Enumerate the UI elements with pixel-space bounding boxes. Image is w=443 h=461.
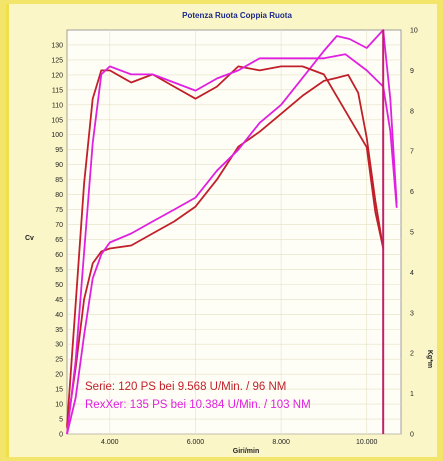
y-tick-label-left: 75	[55, 207, 63, 214]
y-tick-label-left: 130	[51, 42, 63, 49]
y-tick-label-left: 60	[55, 252, 63, 259]
x-tick-label: 6.000	[187, 439, 205, 446]
x-axis-label: Giri/min	[233, 448, 259, 455]
y-tick-label-right: 8	[410, 108, 414, 115]
x-tick-label: 4.000	[101, 439, 119, 446]
legend-rexxer: RexXer: 135 PS bei 10.384 U/Min. / 103 N…	[85, 399, 311, 411]
y-axis-label-right: Kg*m	[426, 350, 433, 368]
y-tick-label-left: 105	[51, 117, 63, 124]
y-tick-label-right: 9	[410, 68, 414, 75]
y-tick-label-right: 10	[410, 28, 418, 35]
x-tick-label: 10.000	[356, 439, 378, 446]
y-tick-label-left: 115	[52, 87, 63, 94]
series-line-1	[66, 29, 398, 435]
y-tick-label-left: 0	[59, 432, 63, 439]
y-tick-label-left: 50	[55, 282, 63, 289]
series-line-2	[66, 65, 385, 426]
y-tick-label-right: 1	[410, 391, 414, 398]
y-tick-label-right: 2	[410, 351, 414, 358]
x-tick-label: 8.000	[272, 439, 290, 446]
plot-area	[66, 29, 402, 435]
y-tick-label-left: 30	[55, 342, 63, 349]
chart-title: Potenza Ruota Coppia Ruota	[182, 11, 292, 20]
y-axis-label-left: Cv	[25, 235, 34, 242]
y-tick-label-left: 80	[55, 192, 63, 199]
y-tick-label-left: 20	[55, 372, 63, 379]
legend-serie: Serie: 120 PS bei 9.568 U/Min. / 96 NM	[85, 381, 286, 393]
y-tick-label-left: 85	[55, 177, 63, 184]
y-tick-label-left: 65	[55, 237, 63, 244]
y-tick-label-left: 35	[55, 327, 63, 334]
y-tick-label-left: 90	[55, 162, 63, 169]
chart-svg: 0510152025303540455055606570758085909510…	[25, 11, 433, 455]
y-tick-label-right: 0	[410, 432, 414, 439]
y-tick-label-left: 70	[55, 222, 63, 229]
y-tick-label-left: 5	[59, 417, 63, 424]
y-tick-label-left: 110	[52, 102, 63, 109]
y-tick-label-right: 5	[410, 230, 414, 237]
y-tick-label-left: 10	[55, 402, 63, 409]
y-tick-label-left: 40	[55, 312, 63, 319]
y-tick-label-left: 125	[51, 57, 63, 64]
y-tick-label-left: 45	[55, 297, 63, 304]
y-tick-label-left: 25	[55, 357, 63, 364]
chart-frame: 0 5 10 15 20 25 30 35 40 45 50 55 60 65 70 75 80 85 90 95 10…	[6, 4, 437, 457]
series-line-3	[66, 53, 398, 435]
y-tick-label-left: 15	[55, 387, 63, 394]
y-tick-label-left: 100	[51, 132, 63, 139]
y-tick-label-right: 3	[410, 310, 414, 317]
y-tick-label-right: 4	[410, 270, 414, 277]
y-tick-label-right: 6	[410, 189, 414, 196]
series-line-0	[66, 74, 385, 429]
y-tick-label-left: 120	[51, 72, 63, 79]
y-tick-label-right: 7	[410, 149, 414, 156]
y-tick-label-left: 95	[55, 147, 63, 154]
y-tick-label-left: 55	[55, 267, 63, 274]
